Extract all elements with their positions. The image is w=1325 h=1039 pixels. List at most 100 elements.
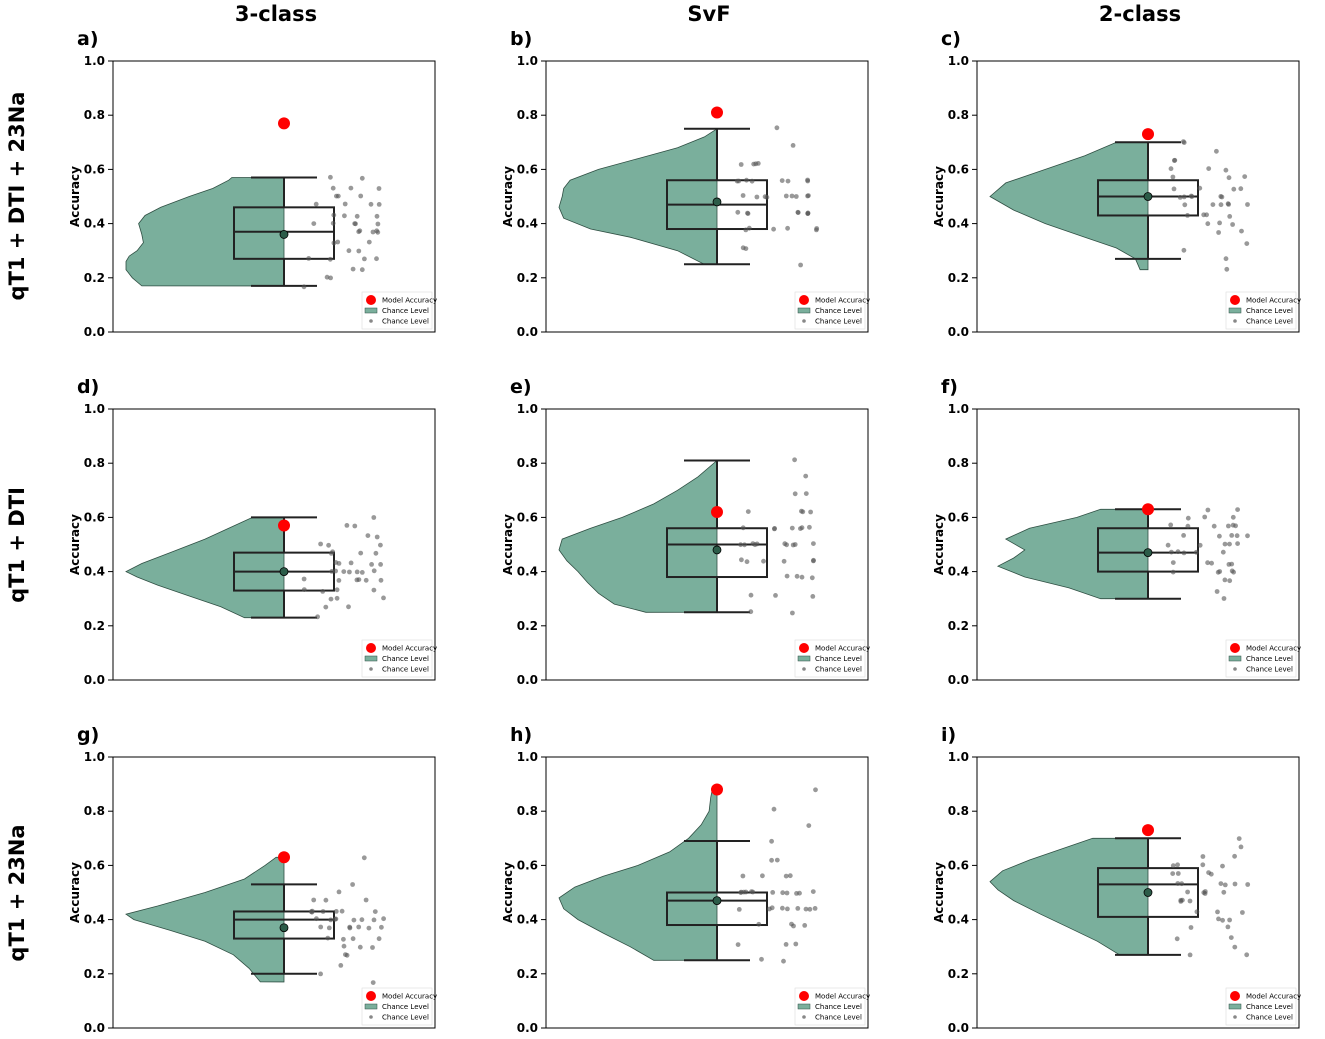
chance-point <box>330 185 336 191</box>
chance-point <box>1171 186 1177 192</box>
chance-point <box>366 925 372 931</box>
chance-point <box>1181 140 1187 146</box>
chance-point <box>350 882 355 887</box>
chance-point <box>334 587 340 593</box>
chance-point <box>1170 560 1176 565</box>
chance-point <box>331 212 337 218</box>
chance-point <box>797 890 802 896</box>
y-tick-label: 1.0 <box>84 402 105 416</box>
legend-marker-chance <box>1233 667 1237 671</box>
chance-point <box>1229 561 1235 567</box>
chance-point <box>1175 862 1180 868</box>
chance-point <box>374 213 380 219</box>
legend-marker-chance <box>1233 319 1237 323</box>
chance-point <box>1223 256 1229 262</box>
chance-point <box>750 541 756 546</box>
legend-label: Model Accuracy <box>815 297 870 305</box>
panel-label: d) <box>77 376 99 398</box>
chance-point <box>1210 202 1216 208</box>
legend-label: Chance Level <box>1246 666 1293 674</box>
chance-point <box>375 221 381 227</box>
y-tick-label: 0.2 <box>84 967 105 981</box>
chance-point <box>805 177 810 183</box>
chance-point <box>769 857 774 863</box>
legend-label: Chance Level <box>1246 307 1293 315</box>
y-tick-label: 0.4 <box>517 217 538 231</box>
legend-label: Model Accuracy <box>1246 993 1301 1001</box>
chance-point <box>366 239 372 245</box>
chance-point <box>335 239 341 245</box>
chance-point <box>1223 167 1229 173</box>
legend-marker-chance <box>369 319 373 323</box>
chance-point <box>378 542 383 548</box>
y-axis-label: Accuracy <box>501 166 515 227</box>
chance-point <box>1230 514 1236 520</box>
chance-point <box>301 284 307 290</box>
panel-label: h) <box>510 724 532 746</box>
chance-point <box>799 574 805 580</box>
chance-point <box>1175 549 1181 555</box>
chance-point <box>749 889 754 894</box>
chance-point <box>800 509 806 515</box>
chance-point <box>781 958 786 964</box>
chance-point <box>341 943 347 949</box>
chance-point <box>1200 862 1206 868</box>
chance-point <box>1214 148 1219 154</box>
chance-point <box>1194 909 1200 915</box>
y-tick-label: 0.2 <box>517 619 538 633</box>
chance-point <box>301 587 307 592</box>
chance-point <box>1232 853 1237 859</box>
chance-point <box>811 557 816 563</box>
chance-point <box>1185 889 1190 895</box>
chance-point <box>780 890 786 896</box>
chance-point <box>740 193 746 198</box>
legend-marker-violin <box>364 307 378 314</box>
y-tick-label: 0.2 <box>84 271 105 285</box>
box <box>1097 867 1199 918</box>
row-title: qT1 + DTI + 23Na <box>5 92 29 301</box>
legend-marker-violin <box>364 655 378 662</box>
chance-point <box>330 220 336 226</box>
chance-point <box>1168 522 1174 528</box>
chance-point <box>1181 247 1187 253</box>
chance-point <box>792 457 797 463</box>
y-tick-label: 1.0 <box>84 750 105 764</box>
chance-point <box>1180 897 1185 903</box>
chance-point <box>368 201 374 207</box>
chance-point <box>1170 871 1176 876</box>
y-tick-label: 0.6 <box>517 858 538 872</box>
legend-marker-chance <box>802 319 806 323</box>
chance-point <box>1222 541 1228 547</box>
chance-point <box>318 924 324 930</box>
y-axis-label: Accuracy <box>501 514 515 575</box>
chance-point <box>1185 213 1190 218</box>
violin <box>989 141 1149 271</box>
chance-point <box>1188 925 1194 930</box>
chance-point <box>359 175 365 181</box>
chance-point <box>370 229 376 235</box>
legend-label: Chance Level <box>382 655 429 663</box>
chance-point <box>787 873 793 879</box>
chance-point <box>794 573 800 579</box>
chance-point <box>356 229 362 235</box>
box <box>666 527 768 579</box>
legend-label: Chance Level <box>382 307 429 315</box>
chance-point <box>771 806 777 812</box>
violin <box>558 128 718 265</box>
chart-panel: c) 0.0 0.2 0.4 0.6 0.8 1.0 Accuracy Model Accura… <box>932 28 1301 339</box>
y-axis-label: Accuracy <box>932 514 946 575</box>
legend-label: Model Accuracy <box>382 645 437 653</box>
mean-point <box>712 197 722 207</box>
y-tick-label: 1.0 <box>948 402 969 416</box>
chance-point <box>381 916 386 922</box>
chance-point <box>1242 174 1248 180</box>
chance-point <box>789 193 795 199</box>
chance-point <box>1236 836 1242 841</box>
chance-point <box>359 267 365 273</box>
column-title: 2-class <box>1099 2 1181 26</box>
legend-marker-model <box>366 643 376 653</box>
chance-point <box>371 568 377 574</box>
chance-point <box>1217 220 1222 226</box>
chance-point <box>323 604 329 610</box>
y-tick-label: 0.4 <box>84 217 105 231</box>
